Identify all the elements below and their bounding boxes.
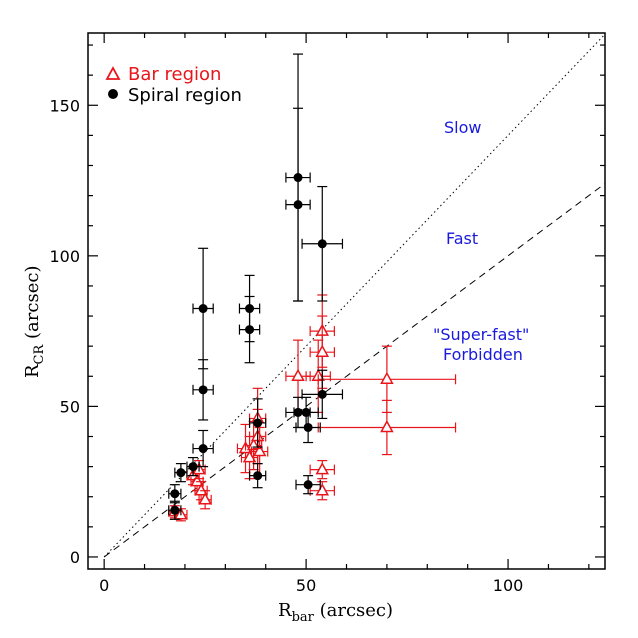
reference-lines: [103, 33, 606, 558]
reference-line-ratio-1.0: [103, 183, 606, 558]
legend-bar-label: Bar region: [128, 64, 221, 85]
bar-point: [198, 490, 212, 510]
bar-point: [309, 459, 335, 480]
legend-spiral-label: Spiral region: [128, 85, 242, 106]
y-tick-label: 50: [60, 397, 80, 416]
spiral-point: [248, 398, 267, 448]
spiral-region-marker: [253, 471, 263, 481]
axis-ticks: 0 50 100 0 50 100 150: [49, 33, 605, 595]
spiral-region-marker: [170, 505, 180, 515]
spiral-region-marker: [245, 325, 255, 335]
spiral-point: [238, 295, 261, 364]
spiral-region-marker: [198, 444, 208, 454]
spiral-region-series: [168, 53, 344, 520]
spiral-region-marker: [293, 200, 303, 210]
y-axis-label-main: R: [22, 364, 43, 378]
bar-point: [317, 345, 457, 414]
x-tick-label: 50: [296, 576, 316, 595]
spiral-point: [248, 463, 267, 489]
spiral-region-marker: [317, 389, 327, 399]
spiral-point: [301, 185, 344, 302]
spiral-region-marker: [198, 385, 208, 395]
bar-region-marker: [194, 483, 208, 496]
bar-point: [244, 420, 263, 471]
x-tick-label: 100: [493, 576, 524, 595]
bar-region-marker: [190, 474, 204, 487]
y-axis-label: RCR (arcsec): [22, 266, 47, 378]
spiral-point: [168, 500, 182, 520]
y-tick-label: 0: [70, 548, 80, 567]
bar-region-series: [168, 294, 457, 522]
bar-region-marker: [242, 450, 257, 463]
bar-point: [317, 399, 457, 456]
legend: Bar region Spiral region: [105, 64, 242, 106]
bar-region-marker: [198, 492, 212, 505]
spiral-point: [174, 463, 188, 483]
spiral-region-marker: [176, 468, 186, 478]
x-axis-label-sub: bar: [292, 610, 315, 625]
bar-point: [250, 426, 269, 477]
spiral-point: [301, 369, 344, 420]
bar-region-marker: [380, 419, 394, 433]
spiral-point: [186, 456, 200, 477]
plot-frame: [87, 32, 606, 570]
spiral-region-marker: [253, 418, 263, 428]
spiral-point: [285, 107, 311, 302]
reference-line-ratio-1.4: [103, 33, 606, 558]
bar-point: [309, 315, 335, 389]
spiral-region-marker: [317, 239, 327, 249]
spiral-point: [192, 359, 214, 421]
spiral-region-marker: [303, 422, 313, 432]
spiral-point: [192, 247, 214, 370]
x-tick-label: 0: [99, 576, 109, 595]
spiral-region-marker: [188, 462, 198, 472]
legend-bar-symbol: [105, 66, 121, 80]
y-axis-label-unit: (arcsec): [22, 266, 43, 345]
bar-region-marker: [380, 371, 394, 385]
annotation-forbidden: Forbidden: [443, 345, 523, 364]
x-axis-label-main: R: [278, 600, 292, 621]
spiral-region-marker: [198, 304, 208, 314]
y-tick-label: 150: [49, 96, 80, 115]
bar-region-marker: [252, 444, 267, 457]
spiral-point: [168, 484, 182, 504]
bar-region-marker: [291, 368, 305, 382]
annotation-slow: Slow: [444, 118, 481, 137]
annotation-superfast: "Super-fast": [433, 325, 529, 344]
spiral-point: [192, 429, 214, 468]
spiral-point: [295, 411, 321, 444]
annotation-fast: Fast: [446, 229, 478, 248]
y-tick-label: 100: [49, 247, 80, 266]
bar-region-marker: [315, 462, 330, 475]
x-axis-label-unit: (arcsec): [314, 600, 393, 621]
legend-spiral-symbol: [108, 89, 118, 99]
spiral-region-marker: [303, 480, 313, 490]
spiral-point: [295, 475, 321, 495]
y-axis-label-sub: CR: [32, 343, 47, 364]
x-axis-label: Rbar (arcsec): [278, 600, 393, 625]
spiral-region-marker: [170, 489, 180, 499]
bar-region-marker: [315, 344, 330, 357]
bar-region-marker: [315, 483, 330, 496]
